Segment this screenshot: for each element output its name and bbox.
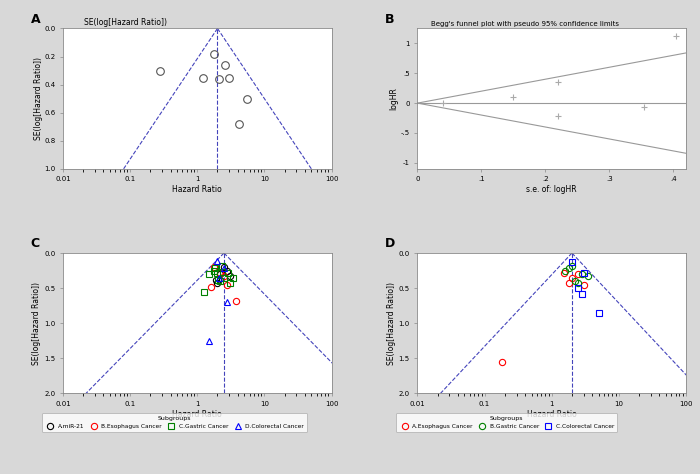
X-axis label: Hazard Ratio: Hazard Ratio (172, 185, 222, 194)
Text: A: A (31, 13, 41, 26)
X-axis label: s.e. of: logHR: s.e. of: logHR (526, 185, 577, 194)
Y-axis label: SE(log[Hazard Ratio]): SE(log[Hazard Ratio]) (32, 282, 41, 365)
Y-axis label: SE(log[Hazard Ratio]): SE(log[Hazard Ratio]) (34, 57, 43, 140)
Legend: A.miR-21, B.Esophagus Cancer, C.Gastric Cancer, D.Colorectal Cancer: A.miR-21, B.Esophagus Cancer, C.Gastric … (41, 413, 307, 432)
Y-axis label: SE(log[Hazard Ratio]): SE(log[Hazard Ratio]) (387, 282, 395, 365)
Text: SE(log[Hazard Ratio]): SE(log[Hazard Ratio]) (85, 18, 167, 27)
Text: C: C (31, 237, 40, 250)
X-axis label: Hazard Ratio: Hazard Ratio (527, 410, 577, 419)
Text: Begg's funnel plot with pseudo 95% confidence limits: Begg's funnel plot with pseudo 95% confi… (431, 21, 619, 27)
Y-axis label: logHR: logHR (389, 87, 398, 110)
Text: D: D (385, 237, 396, 250)
Legend: A.Esophagus Cancer, B.Gastric Cancer, C.Colorectal Cancer: A.Esophagus Cancer, B.Gastric Cancer, C.… (396, 413, 617, 432)
X-axis label: Hazard Ratio: Hazard Ratio (172, 410, 222, 419)
Text: B: B (385, 13, 395, 26)
